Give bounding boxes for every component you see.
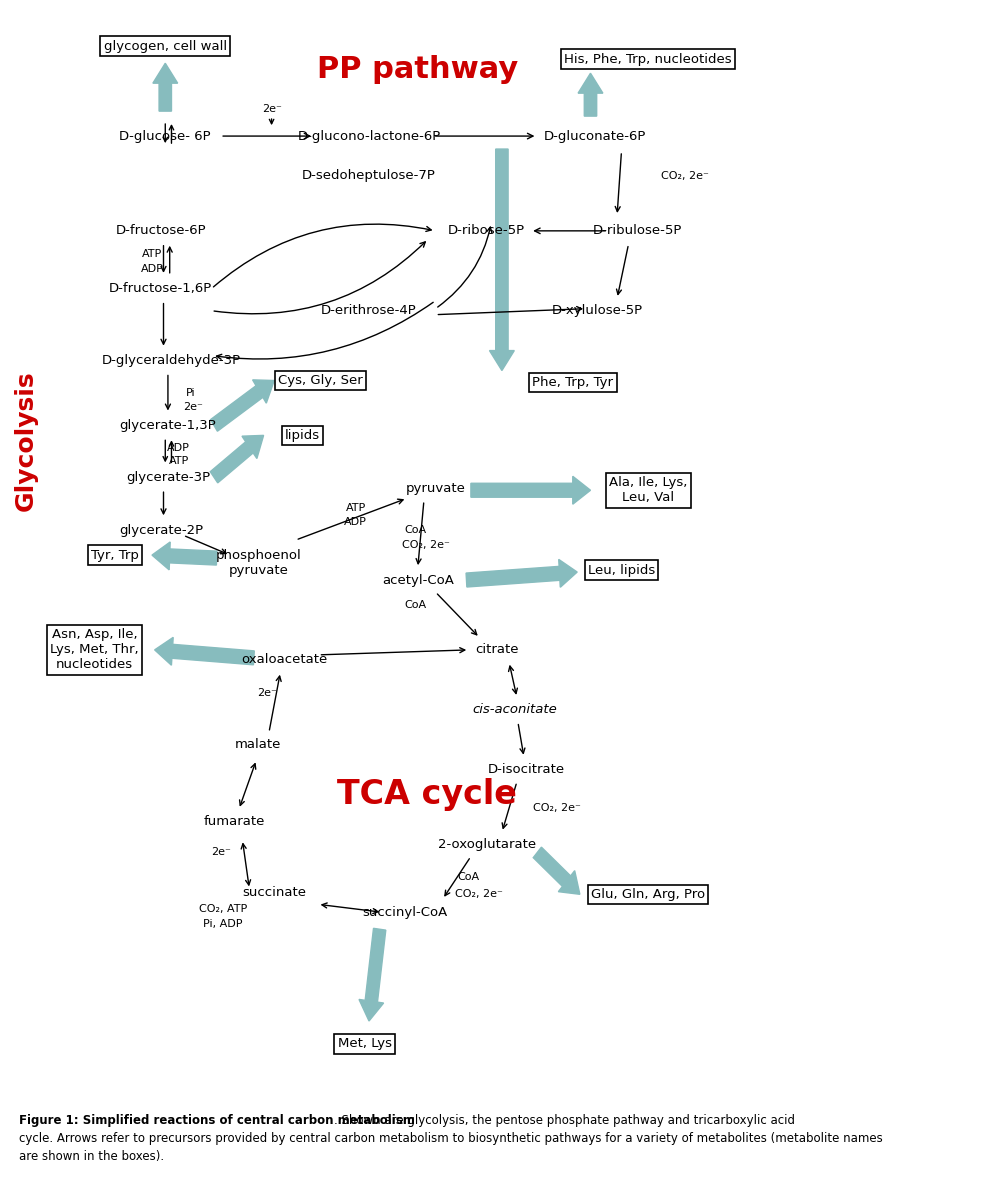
Text: TCA cycle: TCA cycle: [336, 778, 517, 811]
Text: D-ribulose-5P: D-ribulose-5P: [593, 224, 682, 237]
Text: D-glucono-lactone-6P: D-glucono-lactone-6P: [298, 130, 440, 143]
Polygon shape: [489, 149, 514, 371]
Text: CO₂, 2e⁻: CO₂, 2e⁻: [402, 540, 449, 551]
Text: D-xylulose-5P: D-xylulose-5P: [552, 304, 643, 317]
Text: D-erithrose-4P: D-erithrose-4P: [321, 304, 417, 317]
Text: D-isocitrate: D-isocitrate: [488, 763, 565, 776]
Text: oxaloacetate: oxaloacetate: [242, 653, 328, 666]
Polygon shape: [210, 380, 274, 432]
Text: acetyl-CoA: acetyl-CoA: [382, 573, 453, 586]
Polygon shape: [359, 929, 386, 1022]
Text: D-fructose-6P: D-fructose-6P: [115, 224, 206, 237]
Text: D-sedoheptulose-7P: D-sedoheptulose-7P: [303, 169, 435, 182]
Text: succinyl-CoA: succinyl-CoA: [362, 906, 447, 919]
Text: D-glyceraldehyde-3P: D-glyceraldehyde-3P: [102, 354, 241, 367]
Text: CoA: CoA: [457, 873, 480, 882]
Text: glycerate-3P: glycerate-3P: [126, 471, 210, 484]
Text: ATP: ATP: [169, 457, 188, 466]
Text: CO₂, 2e⁻: CO₂, 2e⁻: [455, 889, 503, 899]
Text: CO₂, 2e⁻: CO₂, 2e⁻: [662, 170, 709, 181]
Text: His, Phe, Trp, nucleotides: His, Phe, Trp, nucleotides: [564, 52, 732, 66]
Text: ATP: ATP: [142, 249, 162, 259]
Text: Figure 1: Simplified reactions of central carbon metabolism: Figure 1: Simplified reactions of centra…: [19, 1113, 415, 1126]
Text: D-ribose-5P: D-ribose-5P: [447, 224, 525, 237]
Text: pyruvate: pyruvate: [406, 482, 465, 495]
Text: Pi, ADP: Pi, ADP: [203, 919, 243, 930]
Text: cycle. Arrows refer to precursors provided by central carbon metabolism to biosy: cycle. Arrows refer to precursors provid…: [19, 1131, 883, 1144]
Text: . Shown are glycolysis, the pentose phosphate pathway and tricarboxylic acid: . Shown are glycolysis, the pentose phos…: [333, 1113, 795, 1126]
Text: phosphoenol: phosphoenol: [215, 548, 302, 561]
Text: 2e⁻: 2e⁻: [183, 403, 203, 412]
Text: Pi: Pi: [186, 389, 195, 398]
Text: fumarate: fumarate: [203, 815, 265, 828]
Text: citrate: citrate: [476, 644, 519, 657]
Text: pyruvate: pyruvate: [228, 564, 289, 577]
Text: PP pathway: PP pathway: [317, 55, 519, 83]
Text: Glu, Gln, Arg, Pro: Glu, Gln, Arg, Pro: [591, 888, 705, 901]
Text: Phe, Trp, Tyr: Phe, Trp, Tyr: [533, 375, 613, 389]
Text: CO₂, 2e⁻: CO₂, 2e⁻: [533, 802, 580, 813]
Text: ADP: ADP: [167, 443, 190, 453]
Text: lipids: lipids: [285, 429, 320, 442]
Text: Ala, Ile, Lys,
Leu, Val: Ala, Ile, Lys, Leu, Val: [609, 477, 687, 504]
Text: 2-oxoglutarate: 2-oxoglutarate: [437, 838, 536, 851]
Polygon shape: [578, 73, 603, 116]
Text: 2e⁻: 2e⁻: [262, 104, 282, 114]
Text: cis-aconitate: cis-aconitate: [473, 703, 558, 716]
Text: Tyr, Trp: Tyr, Trp: [91, 548, 139, 561]
Text: D-glucose- 6P: D-glucose- 6P: [119, 130, 211, 143]
Text: D-fructose-1,6P: D-fructose-1,6P: [109, 283, 212, 296]
Polygon shape: [210, 435, 264, 483]
Text: Met, Lys: Met, Lys: [337, 1037, 392, 1050]
Text: 2e⁻: 2e⁻: [211, 848, 231, 857]
Text: CO₂, ATP: CO₂, ATP: [198, 905, 247, 914]
Text: Glycolysis: Glycolysis: [14, 370, 39, 510]
Text: glycerate-1,3P: glycerate-1,3P: [120, 418, 216, 432]
Text: 2e⁻: 2e⁻: [257, 688, 277, 697]
Text: Leu, lipids: Leu, lipids: [588, 564, 655, 577]
Text: CoA: CoA: [405, 526, 427, 535]
Text: succinate: succinate: [242, 886, 307, 899]
Text: Cys, Gly, Ser: Cys, Gly, Ser: [278, 374, 363, 387]
Polygon shape: [155, 638, 254, 665]
Text: D-gluconate-6P: D-gluconate-6P: [544, 130, 646, 143]
Text: glycerate-2P: glycerate-2P: [119, 523, 203, 536]
Text: ADP: ADP: [141, 263, 164, 274]
Text: ATP: ATP: [345, 503, 366, 514]
Text: malate: malate: [235, 738, 282, 751]
Text: are shown in the boxes).: are shown in the boxes).: [19, 1150, 165, 1162]
Polygon shape: [466, 559, 577, 588]
Text: Asn, Asp, Ile,
Lys, Met, Thr,
nucleotides: Asn, Asp, Ile, Lys, Met, Thr, nucleotide…: [50, 628, 139, 671]
Polygon shape: [152, 542, 217, 570]
Polygon shape: [471, 477, 590, 504]
Text: CoA: CoA: [405, 600, 427, 610]
Text: glycogen, cell wall: glycogen, cell wall: [104, 39, 227, 52]
Text: ADP: ADP: [344, 517, 367, 527]
Polygon shape: [534, 848, 580, 894]
Polygon shape: [153, 63, 178, 111]
